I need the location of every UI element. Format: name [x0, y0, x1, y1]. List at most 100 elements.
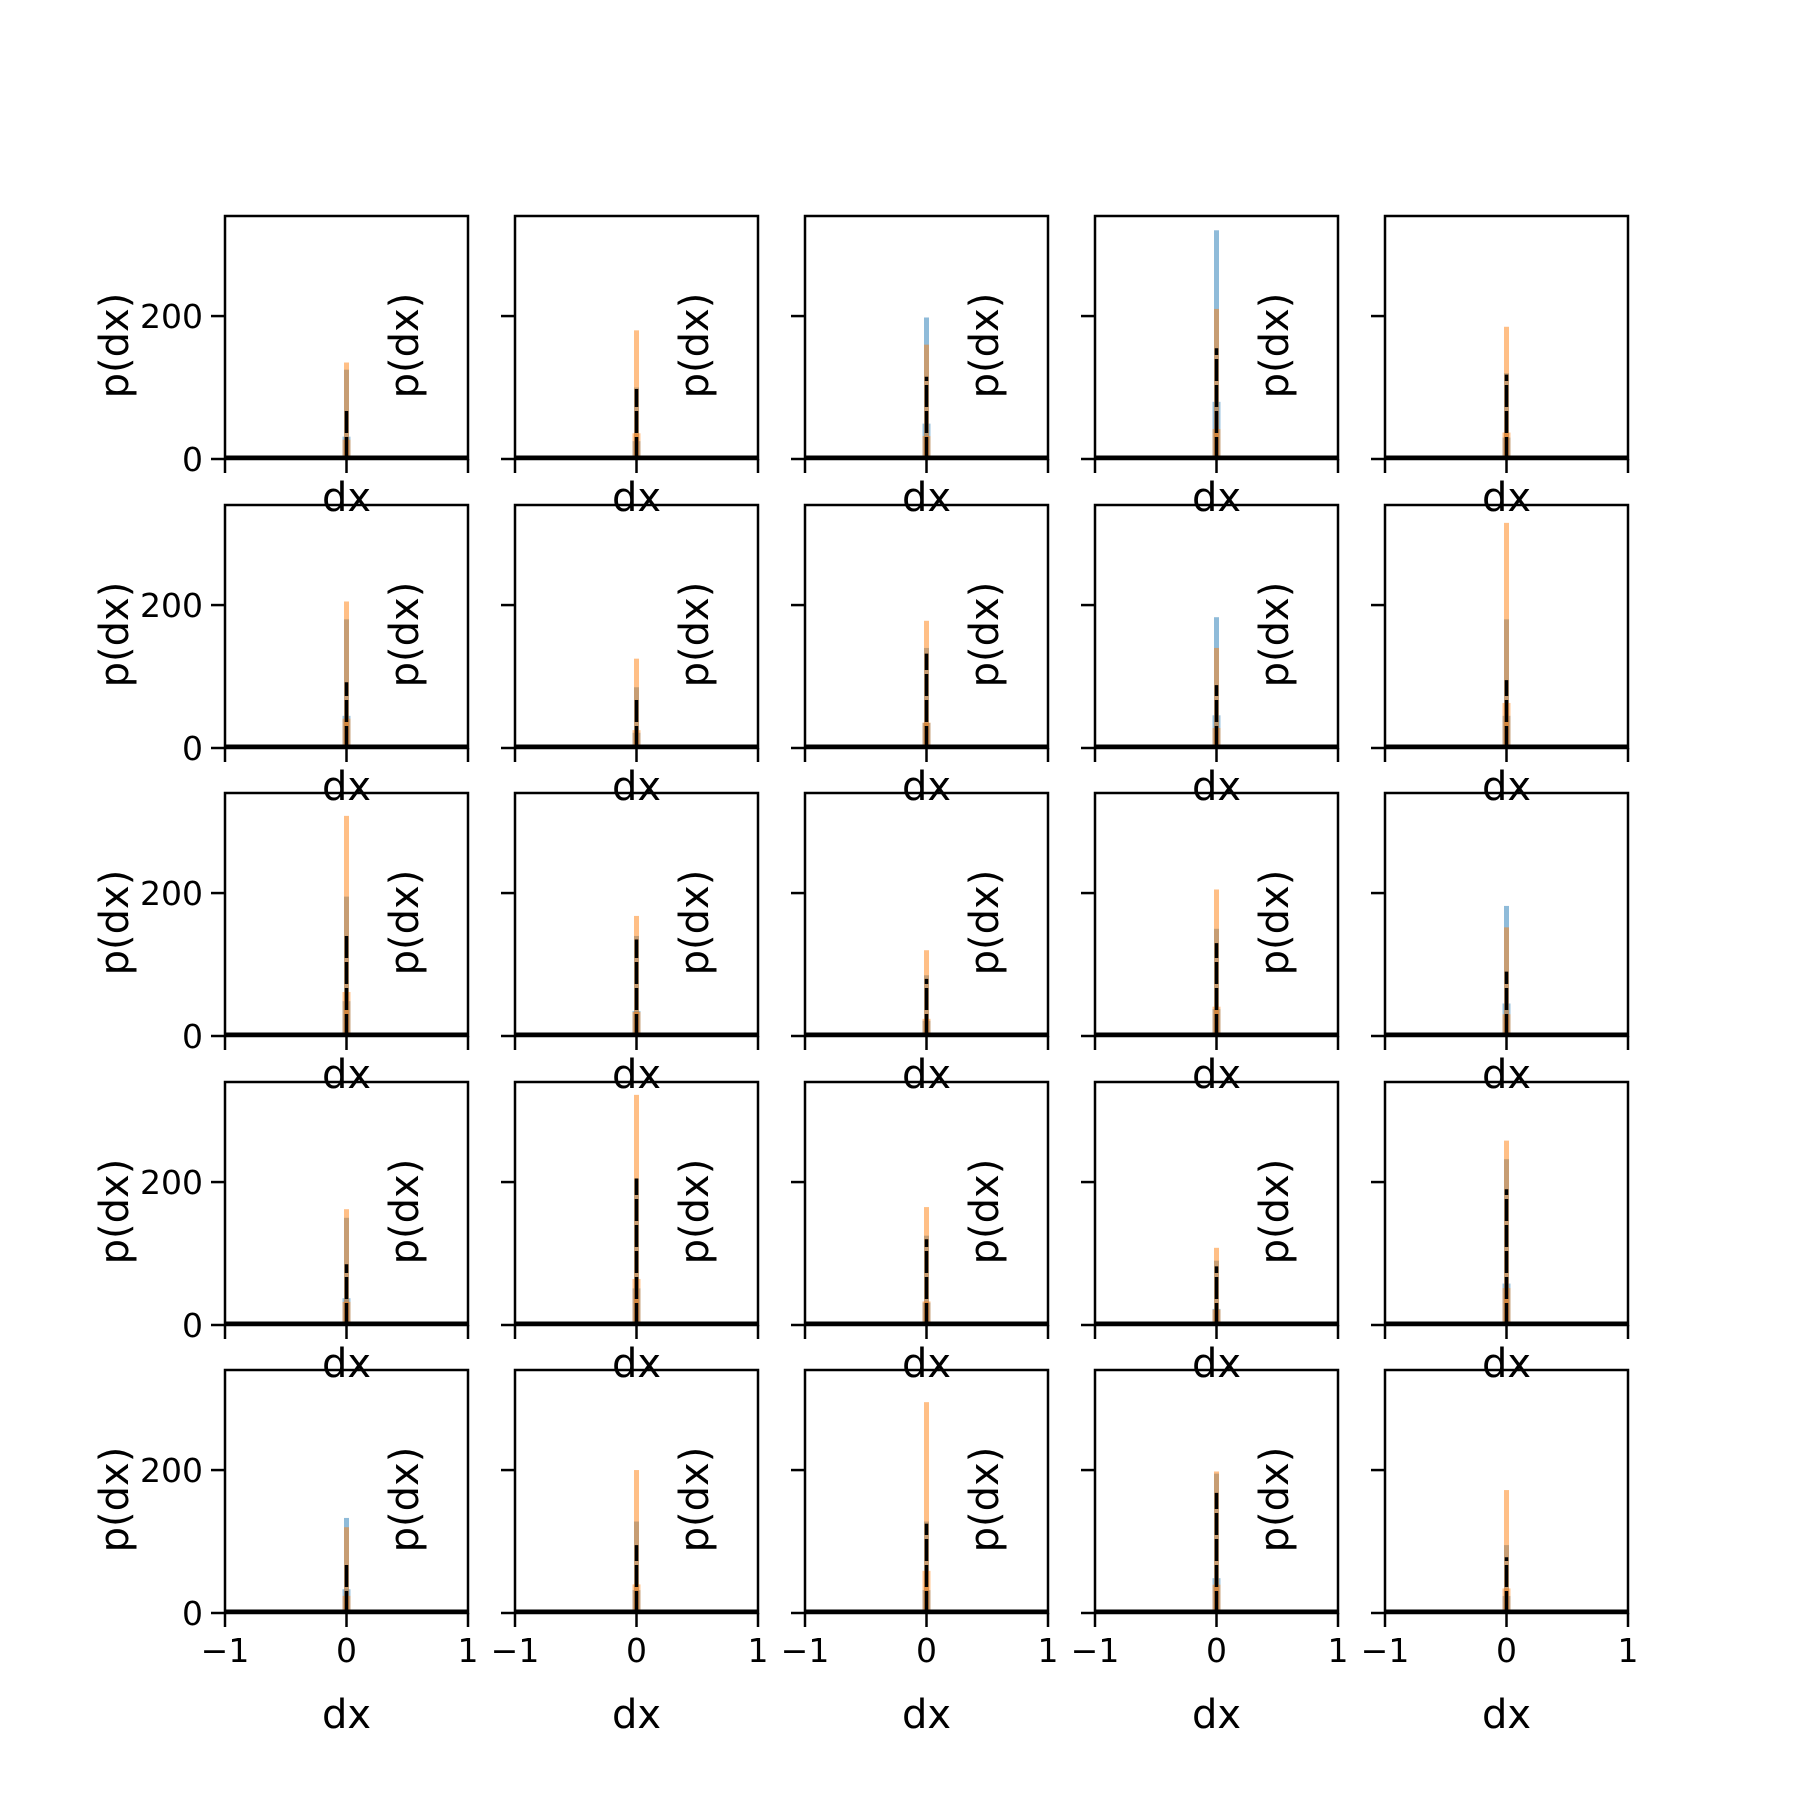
orange-histogram-bar [344, 362, 349, 459]
x-axis-label: dx [1482, 1692, 1531, 1738]
x-axis-label: dx [902, 764, 951, 810]
subplot-4-2: −1 0 1 dx p(dx) [672, 1368, 1059, 1738]
x-axis-label: dx [1192, 764, 1241, 810]
x-axis-label: dx [902, 475, 951, 521]
x-axis-label: dx [322, 475, 371, 521]
x-tick-label: −1 [491, 1631, 540, 1670]
subplot-2-3: dx p(dx) [962, 791, 1340, 1098]
subplot-2-0: 0 200 dx p(dx) [92, 791, 470, 1098]
x-axis-label: dx [1482, 475, 1531, 521]
x-tick-label: 0 [1206, 1631, 1227, 1670]
x-tick-label: 0 [336, 1631, 357, 1670]
subplot-0-3: dx p(dx) [962, 214, 1340, 521]
y-tick-label: 0 [182, 1017, 203, 1056]
x-tick-label: −1 [201, 1631, 250, 1670]
y-tick-label: 0 [182, 729, 203, 768]
x-axis-label: dx [612, 764, 661, 810]
x-tick-label: −1 [1071, 1631, 1120, 1670]
x-tick-label: −1 [1361, 1631, 1410, 1670]
x-tick-label: 1 [1038, 1631, 1059, 1670]
subplot-3-2: dx p(dx) [672, 1080, 1050, 1387]
x-axis-label: dx [1482, 1341, 1531, 1387]
x-axis-label: dx [612, 1692, 661, 1738]
x-axis-label: dx [612, 1052, 661, 1098]
y-axis-label: p(dx) [672, 1447, 718, 1553]
y-axis-label: p(dx) [1252, 1447, 1298, 1553]
x-axis-label: dx [1192, 1692, 1241, 1738]
y-tick-label: 200 [140, 874, 203, 913]
subplot-1-0: 0 200 dx p(dx) [92, 503, 470, 810]
x-axis-label: dx [902, 1341, 951, 1387]
subplot-1-2: dx p(dx) [672, 503, 1050, 810]
y-axis-label: p(dx) [382, 1447, 428, 1553]
orange-histogram-bar [344, 815, 349, 1036]
orange-histogram-bar [1504, 1490, 1509, 1613]
y-tick-label: 200 [140, 1451, 203, 1490]
x-tick-label: 0 [1496, 1631, 1517, 1670]
x-axis-label: dx [322, 1052, 371, 1098]
subplot-0-2: dx p(dx) [672, 214, 1050, 521]
subplot-0-0: 0 200 dx p(dx) [92, 214, 470, 521]
y-tick-label: 0 [182, 1306, 203, 1345]
y-axis-label: p(dx) [1252, 1159, 1298, 1265]
x-tick-label: 0 [916, 1631, 937, 1670]
subplot-0-4: dx p(dx) [1252, 214, 1630, 521]
x-tick-label: −1 [781, 1631, 830, 1670]
x-axis-label: dx [902, 1692, 951, 1738]
subplot-3-4: dx p(dx) [1252, 1080, 1630, 1387]
x-tick-label: 1 [748, 1631, 769, 1670]
y-axis-label: p(dx) [672, 1159, 718, 1265]
x-axis-label: dx [612, 475, 661, 521]
subplot-4-1: −1 0 1 dx p(dx) [382, 1368, 769, 1738]
x-tick-label: 1 [1328, 1631, 1349, 1670]
x-tick-label: 1 [1618, 1631, 1639, 1670]
y-axis-label: p(dx) [672, 293, 718, 399]
orange-histogram-bar [924, 1402, 929, 1613]
subplot-4-4: −1 0 1 dx p(dx) [1252, 1368, 1639, 1738]
subplot-4-3: −1 0 1 dx p(dx) [962, 1368, 1349, 1738]
x-axis-label: dx [1192, 1341, 1241, 1387]
x-axis-label: dx [1482, 764, 1531, 810]
orange-histogram-bar [1214, 308, 1219, 459]
x-tick-label: 0 [626, 1631, 647, 1670]
subplot-2-1: dx p(dx) [382, 791, 760, 1098]
y-axis-label: p(dx) [962, 870, 1008, 976]
subplot-1-3: dx p(dx) [962, 503, 1340, 810]
x-axis-label: dx [322, 1341, 371, 1387]
subplot-3-0: 0 200 dx p(dx) [92, 1080, 470, 1387]
y-tick-label: 0 [182, 440, 203, 479]
x-axis-label: dx [322, 1692, 371, 1738]
subplot-3-1: dx p(dx) [382, 1080, 760, 1387]
y-axis-label: p(dx) [1252, 870, 1298, 976]
orange-histogram-bar [1214, 647, 1219, 748]
subplot-2-2: dx p(dx) [672, 791, 1050, 1098]
y-axis-label: p(dx) [382, 293, 428, 399]
y-axis-label: p(dx) [672, 870, 718, 976]
y-axis-label: p(dx) [382, 870, 428, 976]
y-axis-label: p(dx) [962, 1159, 1008, 1265]
y-axis-label: p(dx) [962, 582, 1008, 688]
y-axis-label: p(dx) [1252, 293, 1298, 399]
orange-histogram-bar [344, 601, 349, 748]
y-axis-label: p(dx) [1252, 582, 1298, 688]
x-axis-label: dx [612, 1341, 661, 1387]
y-tick-label: 200 [140, 297, 203, 336]
orange-histogram-bar-base [632, 1278, 641, 1325]
y-axis-label: p(dx) [92, 582, 138, 688]
x-tick-label: 1 [458, 1631, 479, 1670]
subplot-1-1: dx p(dx) [382, 503, 760, 810]
orange-histogram-bar [634, 1470, 639, 1613]
y-tick-label: 0 [182, 1594, 203, 1633]
y-axis-label: p(dx) [92, 1159, 138, 1265]
subplot-panels: 0 200 dx p(dx) dx p(dx) dx p(dx) dx p(dx) dx p(dx) 0… [92, 214, 1639, 1738]
y-axis-label: p(dx) [962, 293, 1008, 399]
x-axis-label: dx [1482, 1052, 1531, 1098]
subplot-0-1: dx p(dx) [382, 214, 760, 521]
x-axis-label: dx [1192, 1052, 1241, 1098]
orange-histogram-bar [1504, 522, 1509, 748]
y-axis-label: p(dx) [92, 1447, 138, 1553]
y-tick-label: 200 [140, 1163, 203, 1202]
y-axis-label: p(dx) [672, 582, 718, 688]
